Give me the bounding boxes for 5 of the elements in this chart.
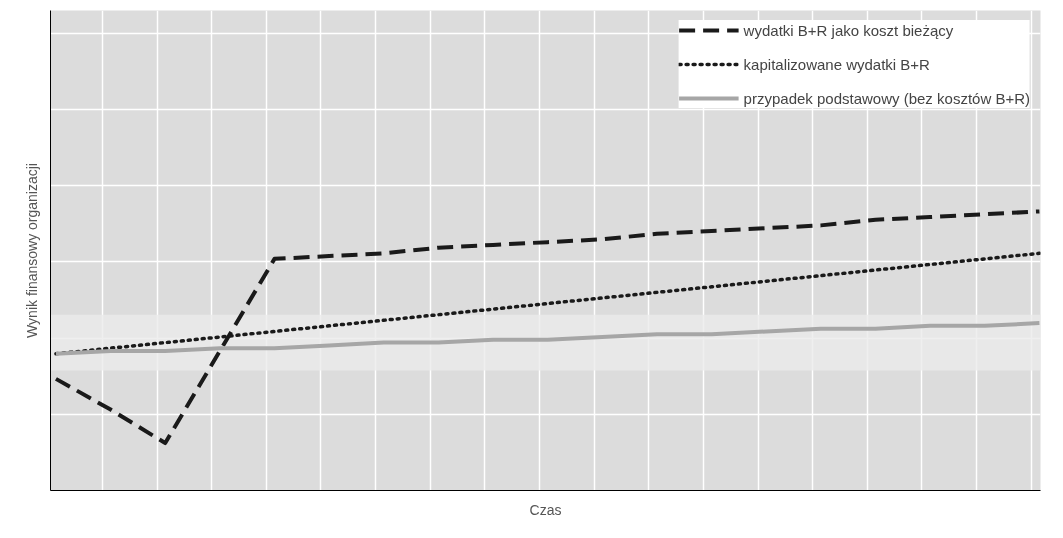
legend-label: przypadek podstawowy (bez kosztów B+R) [743,89,1030,107]
x-axis-title: Czas [529,501,562,518]
legend-label: wydatki B+R jako koszt bieżący [743,21,954,39]
legend-label: kapitalizowane wydatki B+R [743,55,930,73]
y-axis-title: Wynik finansowy organizacji [23,163,40,338]
